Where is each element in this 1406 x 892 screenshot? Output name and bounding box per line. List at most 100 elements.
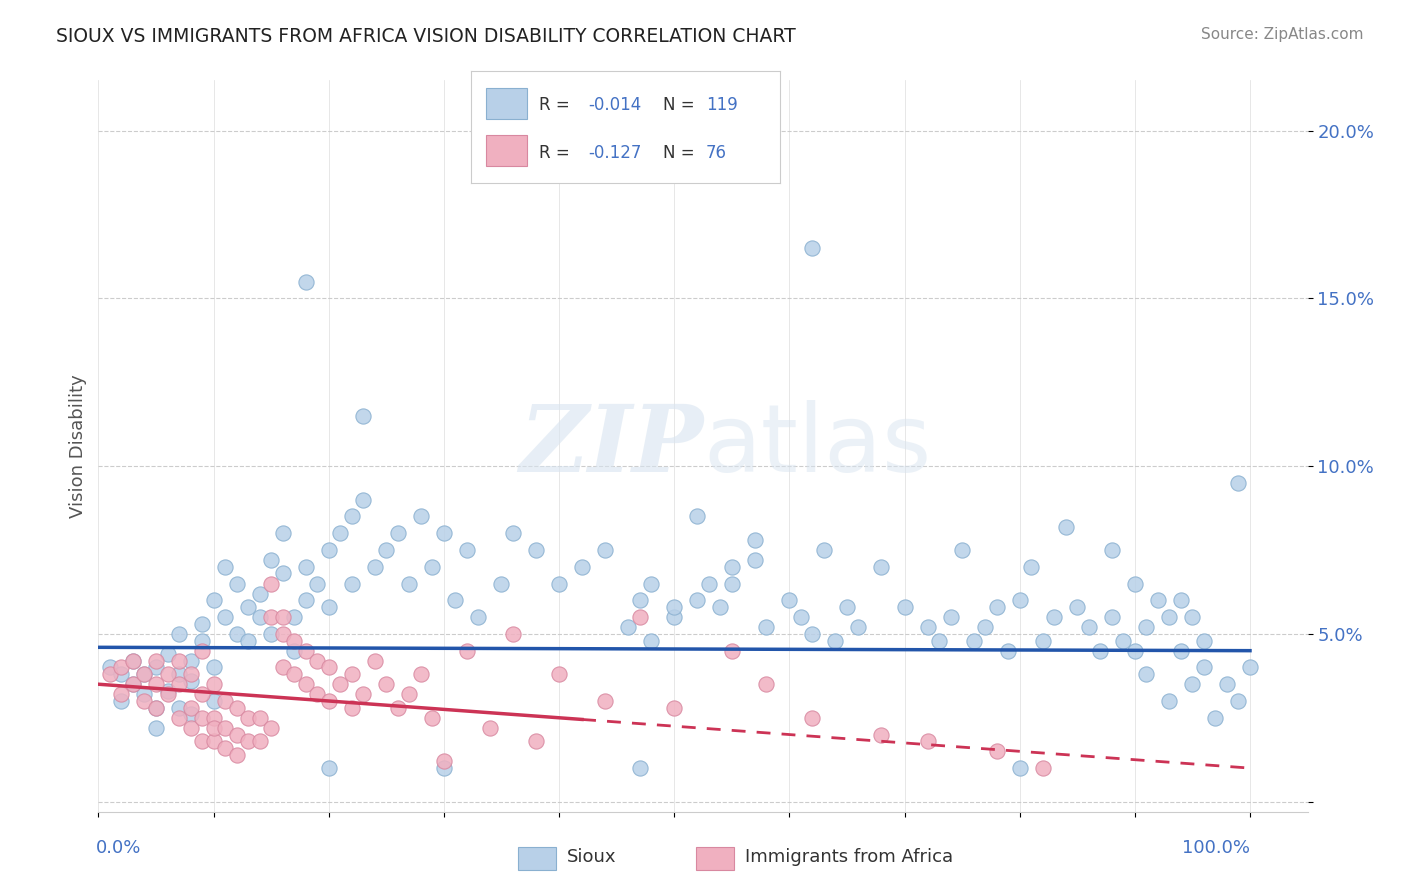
Point	[260, 553, 283, 567]
Point	[444, 593, 467, 607]
Point	[167, 654, 190, 668]
Text: N =: N =	[662, 95, 700, 114]
Text: SIOUX VS IMMIGRANTS FROM AFRICA VISION DISABILITY CORRELATION CHART: SIOUX VS IMMIGRANTS FROM AFRICA VISION D…	[56, 27, 796, 45]
Point	[236, 600, 259, 615]
Point	[191, 616, 214, 631]
Point	[340, 509, 363, 524]
Point	[744, 553, 766, 567]
Point	[340, 576, 363, 591]
Point	[801, 241, 824, 255]
Point	[225, 576, 247, 591]
Point	[1135, 667, 1157, 681]
Point	[1043, 610, 1066, 624]
Point	[686, 509, 709, 524]
Point	[271, 610, 294, 624]
Point	[1101, 543, 1123, 558]
Point	[283, 643, 305, 657]
Point	[122, 654, 145, 668]
Point	[145, 700, 167, 714]
Point	[110, 694, 132, 708]
Point	[122, 654, 145, 668]
Point	[249, 610, 271, 624]
Point	[422, 559, 444, 574]
Point	[134, 667, 156, 681]
Point	[191, 687, 214, 701]
Point	[640, 633, 662, 648]
Bar	[517, 847, 555, 870]
Point	[340, 700, 363, 714]
Point	[387, 526, 409, 541]
Point	[294, 593, 316, 607]
Point	[801, 627, 824, 641]
Point	[145, 677, 167, 691]
Point	[283, 610, 305, 624]
Point	[283, 633, 305, 648]
Point	[433, 755, 456, 769]
Point	[709, 600, 731, 615]
Point	[502, 526, 524, 541]
Point	[167, 700, 190, 714]
Point	[593, 543, 616, 558]
Point	[145, 721, 167, 735]
Text: Source: ZipAtlas.com: Source: ZipAtlas.com	[1201, 27, 1364, 42]
Point	[928, 633, 950, 648]
Point	[214, 610, 236, 624]
Point	[628, 610, 651, 624]
Point	[502, 627, 524, 641]
Point	[1239, 660, 1261, 674]
Point	[997, 643, 1019, 657]
Point	[1192, 660, 1215, 674]
Point	[720, 559, 742, 574]
Point	[664, 600, 686, 615]
Point	[456, 543, 478, 558]
Point	[110, 687, 132, 701]
Point	[744, 533, 766, 547]
Point	[167, 667, 190, 681]
Point	[1112, 633, 1135, 648]
Point	[986, 600, 1008, 615]
Text: -0.127: -0.127	[589, 144, 643, 161]
Point	[433, 761, 456, 775]
Point	[1170, 593, 1192, 607]
Point	[180, 654, 202, 668]
Point	[686, 593, 709, 607]
Point	[422, 711, 444, 725]
Point	[387, 700, 409, 714]
Point	[110, 660, 132, 674]
Point	[524, 734, 547, 748]
Point	[167, 627, 190, 641]
Point	[214, 559, 236, 574]
Point	[917, 734, 939, 748]
Point	[1204, 711, 1226, 725]
Point	[145, 654, 167, 668]
Text: 119: 119	[706, 95, 738, 114]
Point	[260, 721, 283, 735]
Point	[202, 660, 225, 674]
Point	[145, 700, 167, 714]
Point	[202, 694, 225, 708]
Point	[398, 687, 420, 701]
Point	[364, 654, 387, 668]
Point	[318, 761, 340, 775]
Point	[1227, 475, 1250, 490]
Point	[1135, 620, 1157, 634]
Point	[375, 543, 398, 558]
Text: Immigrants from Africa: Immigrants from Africa	[745, 848, 953, 866]
Point	[1181, 610, 1204, 624]
Point	[467, 610, 489, 624]
Point	[1170, 643, 1192, 657]
Point	[191, 734, 214, 748]
Point	[167, 711, 190, 725]
Point	[974, 620, 997, 634]
Point	[180, 673, 202, 688]
Point	[271, 566, 294, 581]
Point	[260, 576, 283, 591]
Point	[1159, 694, 1181, 708]
Point	[249, 587, 271, 601]
Point	[1066, 600, 1088, 615]
Point	[1032, 761, 1054, 775]
Point	[225, 727, 247, 741]
Point	[249, 734, 271, 748]
Point	[294, 677, 316, 691]
Point	[214, 741, 236, 756]
